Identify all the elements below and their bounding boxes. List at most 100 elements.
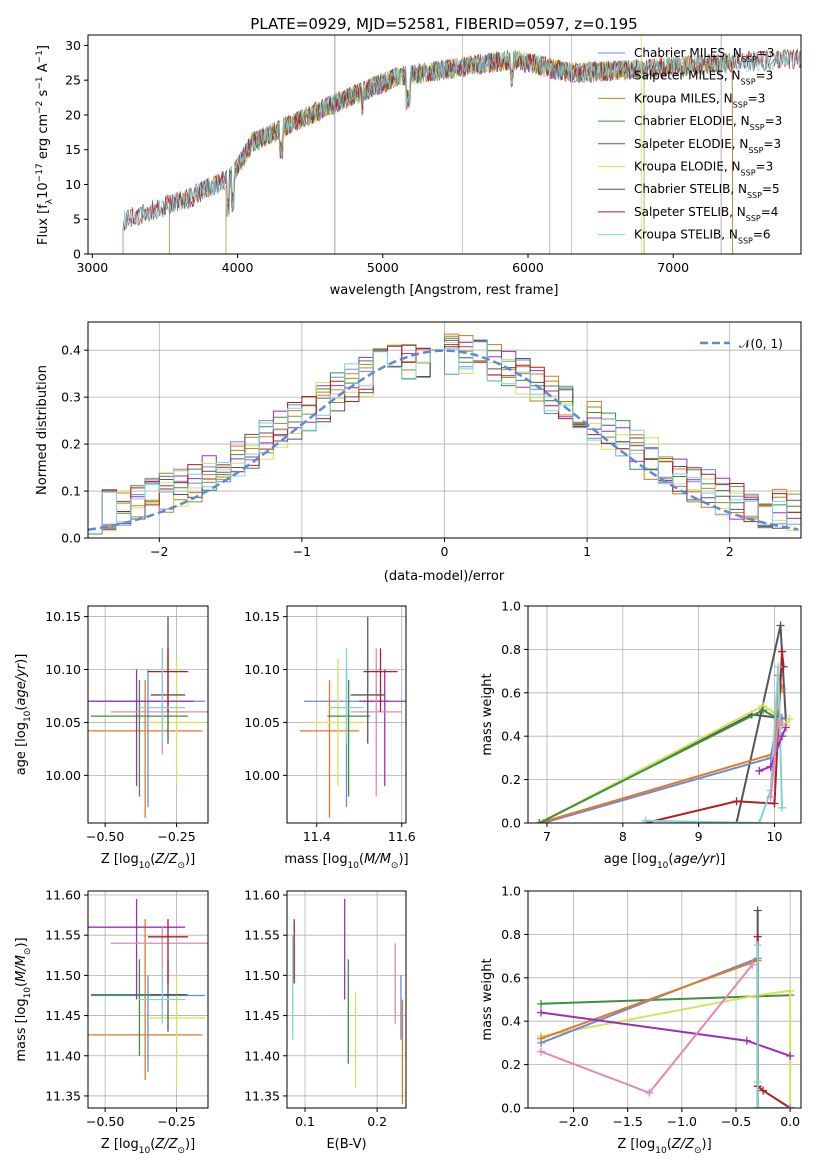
weight-marker [778, 803, 787, 812]
normal-curve [88, 349, 799, 532]
weight-marker [537, 1008, 545, 1017]
x-axis-label: Z [log10(Z/Z⊙)] [101, 1137, 195, 1156]
data-point [148, 658, 206, 786]
axes-frame [527, 890, 802, 1109]
x-tick-label: −0.25 [157, 1114, 195, 1129]
weight-marker [786, 986, 795, 995]
legend-entry: Kroupa MILES, NSSP=3 [634, 91, 765, 109]
weight-line [758, 727, 787, 772]
weight-marker [759, 706, 768, 715]
x-tick-label: −1.5 [612, 1114, 642, 1129]
weight-marker [645, 1088, 654, 1097]
y-tick-label: 0.2 [61, 437, 81, 452]
y-tick-label: 10.15 [45, 609, 81, 624]
legend-entry: Chabrier MILES, NSSP=3 [634, 46, 774, 64]
y-tick-label: 0.3 [61, 390, 81, 405]
weight-marker [755, 819, 764, 823]
weight-series [537, 956, 762, 1108]
panel-2: −0.50 −0.25 10.00 10.05 10.10 10.15 [45, 605, 209, 844]
x-tick-label: −1 [293, 544, 311, 559]
y-tick-label: 0 [73, 247, 81, 262]
y-tick-label: 11.45 [45, 1008, 81, 1023]
weight-marker [778, 732, 787, 741]
weight-line [756, 936, 791, 1108]
weight-marker [778, 721, 787, 730]
y-tick-label: 10.00 [45, 768, 81, 783]
y-tick-label: 10.15 [244, 609, 280, 624]
data-point [359, 669, 406, 786]
weight-line [645, 666, 783, 823]
y-tick-label: 11.40 [45, 1048, 81, 1063]
weight-marker [753, 1077, 762, 1086]
x-tick-label: 7 [543, 829, 551, 844]
data-point [327, 680, 370, 797]
weight-line [542, 712, 783, 823]
data-point [90, 975, 206, 1072]
panel-3: 11.4 11.6 10.00 10.05 10.10 10.15 [244, 605, 416, 844]
x-tick-label: 2 [726, 544, 734, 559]
y-tick-label: 0.1 [61, 484, 81, 499]
legend-entry: Kroupa STELIB, NSSP=6 [634, 228, 771, 246]
axes-frame [527, 605, 802, 824]
data-point [90, 680, 188, 797]
y-tick-label: 0.2 [501, 772, 521, 787]
x-tick-label: −0.50 [86, 829, 124, 844]
spectrum-line [122, 48, 801, 254]
x-tick-label: 11.4 [303, 829, 331, 844]
x-axis-label: wavelength [Angstrom, rest frame] [330, 283, 559, 298]
weight-marker [641, 816, 650, 823]
histogram-step [88, 341, 801, 535]
histogram-step [88, 341, 801, 535]
x-tick-label: 11.6 [388, 829, 416, 844]
spectrum-line [225, 51, 645, 254]
data-point [148, 648, 188, 712]
weight-marker [785, 714, 794, 723]
data-point [350, 648, 402, 797]
data-point [363, 648, 398, 712]
y-tick-label: 10.10 [45, 662, 81, 677]
data-point [308, 658, 368, 786]
x-tick-label: 6000 [512, 260, 544, 275]
x-tick-label: 1 [583, 544, 591, 559]
y-tick-label: 20 [65, 107, 81, 122]
axes-frame [286, 605, 407, 824]
x-tick-label: 8 [619, 829, 627, 844]
legend-entry: 𝒩(0, 1) [739, 337, 783, 351]
plot-area-4 [528, 606, 801, 823]
panel-0: 3000 4000 5000 6000 7000 0 5 10 15 20 25 30 [65, 34, 802, 275]
axes-frame [87, 34, 802, 255]
y-tick-label: 0.0 [61, 531, 81, 546]
weight-marker [770, 799, 779, 808]
x-tick-label: −2 [150, 544, 168, 559]
data-point [148, 919, 188, 984]
y-tick-label: 0.4 [501, 1014, 521, 1029]
y-axis-label: Flux [fλ10−17 erg cm−2 s−1 A−1] [35, 45, 55, 245]
y-tick-label: 11.60 [45, 888, 81, 903]
y-tick-label: 11.50 [244, 968, 280, 983]
weight-line [538, 704, 791, 823]
y-tick-label: 11.45 [244, 1008, 280, 1023]
plot-area-6 [287, 891, 406, 1108]
data-point [88, 899, 186, 1000]
x-tick-label: −1.0 [667, 1114, 697, 1129]
weight-series [753, 932, 795, 1108]
histogram-step [88, 339, 801, 534]
y-tick-label: 11.60 [244, 888, 280, 903]
weight-series [753, 941, 795, 1108]
y-axis-label: mass weight [480, 673, 495, 755]
weight-marker [786, 1051, 795, 1060]
data-point [350, 616, 385, 744]
weight-marker [753, 932, 762, 941]
panel-6: 0.1 0.2 11.35 11.40 11.45 11.50 11.55 11.60 [244, 888, 407, 1129]
x-axis-label: age [log10(age/yr)] [604, 852, 726, 871]
y-tick-label: 15 [65, 142, 81, 157]
weight-marker [786, 1104, 795, 1108]
weight-marker [776, 621, 785, 630]
y-axis-label: age [log10(age/yr)] [14, 654, 33, 776]
weight-line [540, 1011, 791, 1057]
weight-series [537, 986, 795, 1108]
x-tick-label: 9 [695, 829, 703, 844]
y-tick-label: 5 [73, 212, 81, 227]
y-tick-label: 11.50 [45, 968, 81, 983]
x-axis-label: mass [log10(M/M⊙)] [284, 852, 408, 871]
